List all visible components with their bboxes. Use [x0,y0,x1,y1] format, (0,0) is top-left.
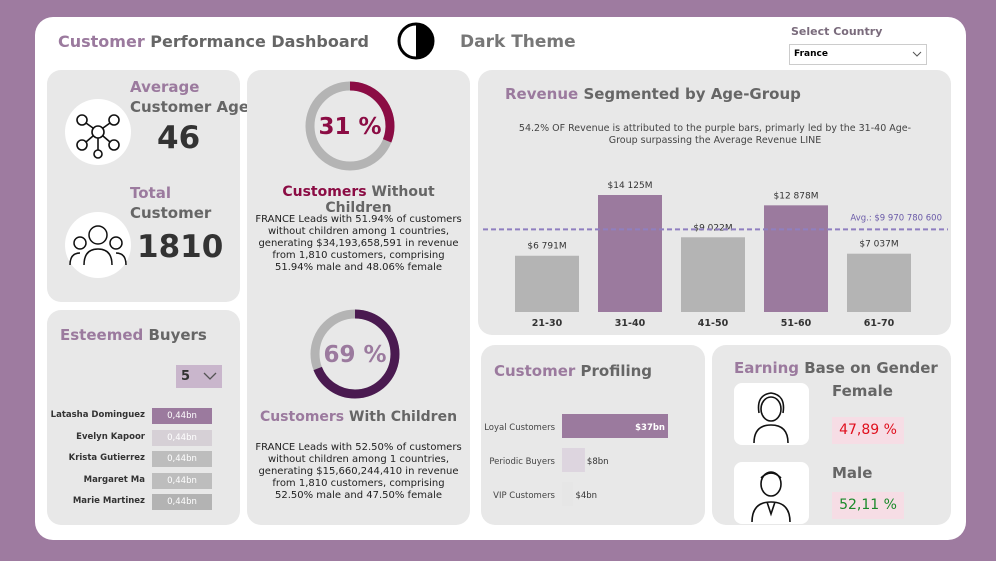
buyer-bar [152,451,212,467]
age-title-accent: Average [130,78,200,96]
title-rest: Performance Dashboard [150,32,369,51]
profiling-category: Periodic Buyers [489,457,555,467]
with-title-rest: With Children [349,409,458,425]
donut-arc [305,81,395,171]
without-title-accent: Customers [282,184,367,200]
revenue-title: Revenue Segmented by Age-Group [505,85,801,103]
gender-title-rest: Base on Gender [804,359,938,377]
buyer-bar [152,472,212,489]
profiling-bar [562,448,585,472]
gender-title-accent: Earning [734,359,800,377]
profiling-bar [562,482,574,506]
total-value: 1810 [137,229,224,265]
without-text: FRANCE Leads with 51.94% of customers wi… [255,214,462,273]
without-title-rest: Without Children [325,184,435,216]
revenue-category: 21-30 [532,318,563,329]
revenue-value-label: $7 037M [859,240,898,250]
country-filter-label: Select Country [791,25,883,38]
revenue-bar [847,253,911,312]
profiling-chart: Loyal Customers $37bn Periodic Buyers $8bn V… [484,414,668,506]
revenue-bar [764,205,828,312]
people-icon [65,212,131,278]
country-selected: France [794,49,828,59]
buyer-name: Marie Martinez [72,496,145,506]
buyer-name: Krista Gutierrez [68,453,145,463]
female-label: Female [832,382,893,400]
buyer-bar [152,494,212,510]
chevron [912,51,922,57]
profiling-title-accent: Customer [494,362,576,380]
female-value: 47,89 % [832,417,904,444]
donut-label: 31 % [318,114,381,140]
revenue-title-accent: Revenue [505,85,579,103]
buyer-name: Margaret Ma [83,474,145,485]
country-dropdown[interactable]: France [789,44,927,65]
theme-label[interactable]: Dark Theme [460,32,576,52]
buyer-value: 0,44bn [167,475,197,486]
buyer-value: 0,44bn [167,432,197,443]
revenue-category: 41-50 [698,318,729,329]
buyers-title-rest: Buyers [148,326,207,344]
network-icon [65,99,131,165]
revenue-value-label: $12 878M [774,191,819,201]
with-title: Customers With Children [247,409,470,425]
with-text: FRANCE Leads with 52.50% of customers wi… [255,442,462,501]
age-value: 46 [157,120,201,156]
donut-arc [310,309,400,399]
revenue-title-rest: Segmented by Age-Group [583,85,801,103]
total-title: Total Customer [130,183,211,223]
donut: 69 % [310,309,400,399]
donut: 31 % [305,81,395,171]
theme-toggle[interactable] [397,22,437,62]
buyers-title-accent: Esteemed [60,326,144,344]
buyer-value: 0,44bn [167,497,197,507]
buyers-title: Esteemed Buyers [60,326,207,344]
revenue-category: 61-70 [864,318,895,329]
profiling-category: VIP Customers [493,491,555,501]
revenue-subtitle: 54.2% OF Revenue is attributed to the pu… [518,123,912,146]
male-value: 52,11 % [832,492,904,519]
children-card [247,70,470,525]
revenue-bar [598,195,662,312]
profiling-value: $37bn [635,423,665,433]
buyer-name: Latasha Dominguez [50,410,145,420]
profiling-value: $4bn [575,491,597,501]
age-title-rest: Customer Age [130,98,250,116]
donut-label: 69 % [323,342,386,368]
dashboard-title: Customer Performance Dashboard [58,32,369,51]
top-n-dropdown[interactable]: 5 [176,365,222,388]
revenue-category: 31-40 [615,318,646,329]
revenue-bar [681,237,745,312]
revenue-category: 51-60 [781,318,812,329]
buyer-value: 0,44bn [167,454,197,464]
revenue-value-label: $9 022M [693,223,732,233]
male-icon [734,462,809,524]
revenue-bar [515,255,579,312]
revenue-value-label: $14 125M [608,181,653,191]
profiling-title: Customer Profiling [494,362,652,380]
buyer-value: 0,44bn [167,411,197,421]
without-title: Customers Without Children [247,184,470,216]
total-title-rest: Customer [130,204,212,222]
gender-title: Earning Base on Gender [734,359,938,377]
average-label: Avg.: $9 970 780 600 [850,213,942,223]
revenue-value-label: $6 791M [527,242,566,252]
chevron [203,372,217,380]
buyer-bar [152,429,212,446]
title-accent: Customer [58,32,145,51]
buyer-name: Evelyn Kapoor [76,431,145,442]
revenue-chart: $6 791M 21-30 $14 125M 31-40 $9 022M 41-50 $12… [483,181,948,329]
top-n-value: 5 [181,369,191,384]
with-title-accent: Customers [259,409,345,425]
profiling-category: Loyal Customers [484,423,555,433]
buyer-bar [152,408,212,424]
male-label: Male [832,464,873,482]
female-icon [734,383,809,445]
profiling-bar [562,414,668,438]
profiling-value: $8bn [587,457,609,467]
total-title-accent: Total [130,184,171,202]
age-title: Average Customer Age [130,77,249,117]
profiling-title-rest: Profiling [580,362,653,380]
